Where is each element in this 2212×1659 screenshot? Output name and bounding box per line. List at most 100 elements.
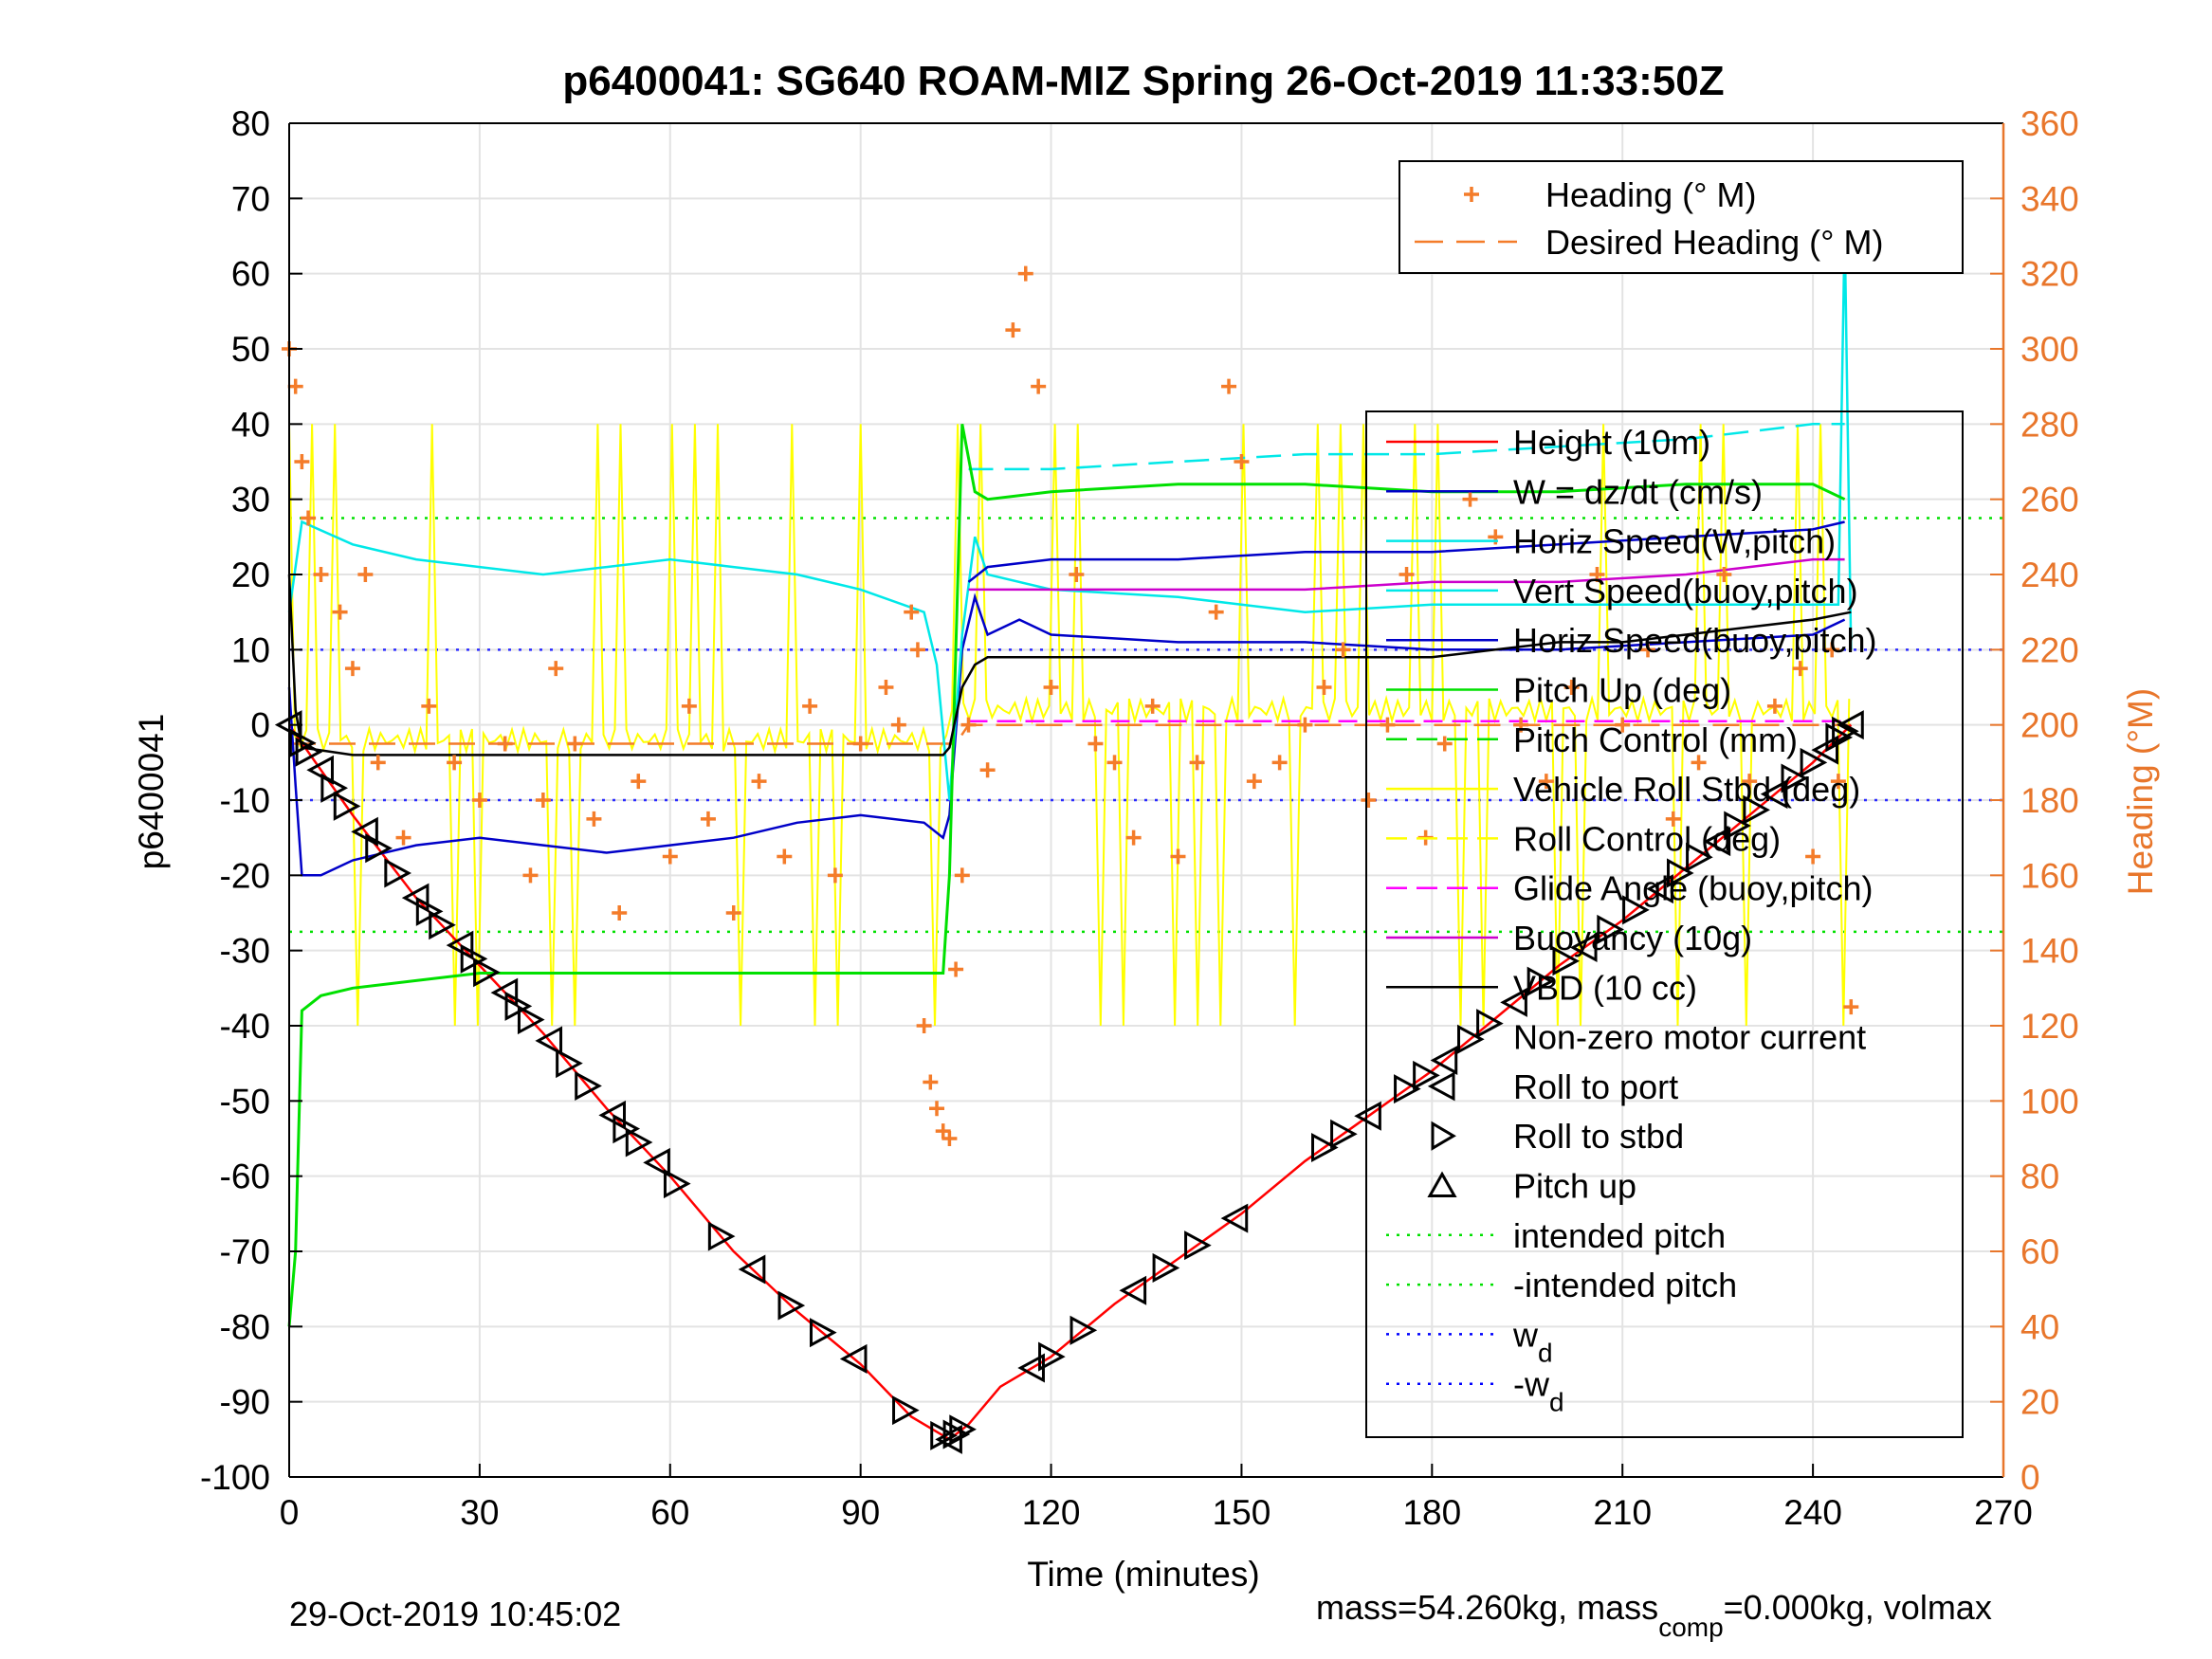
roll-port-marker (1569, 932, 1598, 963)
roll-stbd-marker (288, 728, 317, 758)
roll-port-marker (1760, 779, 1788, 810)
roll-stbd-marker (1152, 1252, 1180, 1283)
roll-stbd-marker (556, 1048, 583, 1079)
heading-point (1665, 811, 1681, 827)
heading-point (1221, 378, 1237, 394)
legend-series: Height (10m) W = dz/dt (cm/s) Horiz Speed(… (1365, 410, 1964, 1438)
heading-point (1335, 642, 1351, 658)
legend-heading-label: Heading (° M) (1545, 175, 1756, 214)
roll-stbd-marker (809, 1318, 837, 1348)
roll-stbd-marker (295, 737, 323, 767)
heading-point (1088, 736, 1104, 752)
legend-series-label: Pitch Control (mm) (1513, 720, 1798, 759)
y-tick-label: -90 (220, 1383, 270, 1422)
roll-stbd-marker (949, 1414, 977, 1445)
heading-point (1361, 793, 1377, 808)
series-pitch-up-deg (287, 424, 1846, 1327)
legend-series-label: Height (10m) (1513, 423, 1710, 462)
legend-series-label: Pitch up (1513, 1167, 1636, 1206)
legend-series-label: Roll Control (deg) (1513, 819, 1781, 858)
x-tick-label: 150 (1213, 1493, 1271, 1532)
x-ticks: 0 30 60 90 120 150 180 210 240 270 (280, 1493, 2033, 1532)
y-tick-label: -70 (220, 1232, 270, 1271)
axes (288, 122, 2005, 1478)
series-buoyancy-10g (968, 557, 1845, 592)
chart-title: p6400041: SG640 ROAM-MIZ Spring 26-Oct-2… (562, 58, 1724, 104)
x-tick-label: 60 (650, 1493, 689, 1532)
legend-series-label: Roll to stbd (1513, 1117, 1684, 1156)
footer-mass: mass=54.260kg, masscomp=0.000kg, volmax (1316, 1588, 1992, 1642)
legend-swatch-pitch-up (1427, 1171, 1457, 1197)
y-right-tick-label: 40 (2020, 1307, 2059, 1346)
y-right-tick-label: 320 (2020, 255, 2079, 294)
heading-point (313, 567, 329, 582)
legend-series-label-sub: d (1549, 1388, 1564, 1417)
y-right-tick-label: 160 (2020, 856, 2079, 895)
heading-point (1488, 529, 1504, 545)
roll-stbd-marker (575, 1070, 602, 1101)
roll-stbd-marker (384, 858, 411, 888)
heading-point (1691, 755, 1707, 771)
roll-port-marker (1119, 1275, 1147, 1305)
plot-series (274, 228, 2003, 1454)
roll-stbd-marker (1724, 811, 1751, 841)
series-desired-heading (289, 723, 1852, 745)
y-right-tick-label: 220 (2020, 630, 2079, 669)
footer-mass-post: =0.000kg, volmax (1724, 1588, 1992, 1627)
legend-swatch-roll-port (1427, 1071, 1455, 1102)
heading-point (332, 604, 348, 620)
roll-stbd-marker (625, 1127, 653, 1158)
y-tick-label: 20 (231, 556, 270, 594)
heading-point (1824, 642, 1840, 658)
legend-heading: Heading (° M) Desired Heading (° M) (1398, 160, 1964, 274)
heading-point (802, 698, 818, 714)
legend-series-label-sub: d (1538, 1338, 1553, 1367)
roll-stbd-marker (1622, 895, 1650, 925)
roll-stbd-marker (517, 1005, 545, 1035)
heading-point (1640, 642, 1656, 658)
legend-series-label: Non-zero motor current (1513, 1018, 1866, 1057)
roll-stbd-marker (1597, 914, 1624, 944)
legend-series-label: Roll to port (1513, 1067, 1678, 1106)
y-tick-label: 80 (231, 104, 270, 143)
heading-point (941, 1131, 958, 1146)
heading-point (1538, 774, 1554, 790)
heading-point (725, 905, 741, 921)
heading-point (497, 736, 513, 752)
heading-point (827, 867, 843, 884)
roll-stbd-marker (1330, 1119, 1358, 1149)
legend-series-label: W = dz/dt (cm/s) (1513, 472, 1763, 511)
heading-point (1005, 322, 1021, 338)
heading-point (1125, 830, 1142, 846)
footer-mass-sub: comp (1658, 1613, 1723, 1642)
roll-stbd-marker (1413, 1060, 1440, 1090)
heading-point (631, 774, 647, 790)
y-right-tick-label: 260 (2020, 481, 2079, 520)
roll-stbd-marker (1552, 946, 1581, 976)
heading-point (751, 774, 767, 790)
y-tick-label: -40 (220, 1007, 270, 1046)
legend-series-label: Vehicle Roll Stbd (deg) (1513, 770, 1860, 809)
heading-point (370, 755, 386, 771)
x-tick-label: 0 (280, 1493, 300, 1532)
heading-point (1615, 717, 1631, 733)
heading-point (960, 717, 977, 733)
legend-series-label: wd (1512, 1315, 1553, 1367)
roll-stbd-marker (1069, 1315, 1098, 1345)
y-tick-label: -50 (220, 1082, 270, 1121)
heading-point (447, 755, 463, 771)
heading-point (1043, 680, 1059, 695)
roll-stbd-marker (1800, 747, 1828, 777)
x-tick-label: 90 (841, 1493, 880, 1532)
y-tick-label: 70 (231, 179, 270, 218)
roll-stbd-marker (1476, 1009, 1504, 1039)
legend-series-label: Horiz Speed(buoy,pitch) (1513, 621, 1877, 660)
heading-point (548, 661, 564, 677)
series-vbd-10-cc (287, 574, 1852, 757)
heading-point (923, 1074, 939, 1090)
heading-point (1271, 755, 1288, 771)
y-right-tick-label: 300 (2020, 330, 2079, 369)
roll-stbd-marker (1666, 858, 1694, 888)
legend-series-label: VBD (10 cc) (1513, 968, 1697, 1007)
